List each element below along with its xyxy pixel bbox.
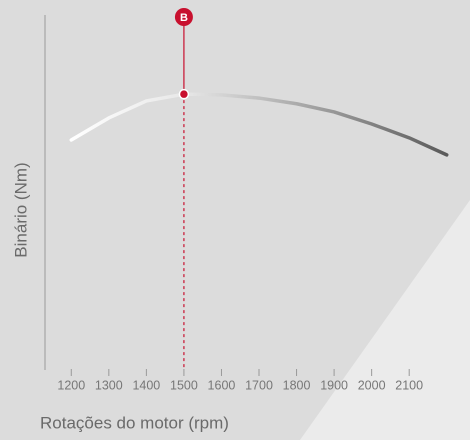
x-tick-label: 1400 <box>132 378 160 392</box>
x-tick-label: 2000 <box>358 378 386 392</box>
marker-label: B <box>180 12 188 24</box>
x-tick-label: 1600 <box>208 378 236 392</box>
x-tick-label: 2100 <box>395 378 423 392</box>
x-tick-label: 1200 <box>57 378 85 392</box>
x-tick-label: 1900 <box>320 378 348 392</box>
x-tick-label: 1700 <box>245 378 273 392</box>
torque-line <box>69 92 449 157</box>
x-tick-label: 1800 <box>283 378 311 392</box>
x-axis-label: Rotações do motor (rpm) <box>40 413 229 432</box>
y-axis-label: Binário (Nm) <box>11 162 30 257</box>
marker-badge <box>174 8 193 26</box>
x-tick-label: 1500 <box>170 378 198 392</box>
marker-point <box>178 88 190 100</box>
x-tick-label: 1300 <box>95 378 123 392</box>
background-shape <box>300 200 470 440</box>
